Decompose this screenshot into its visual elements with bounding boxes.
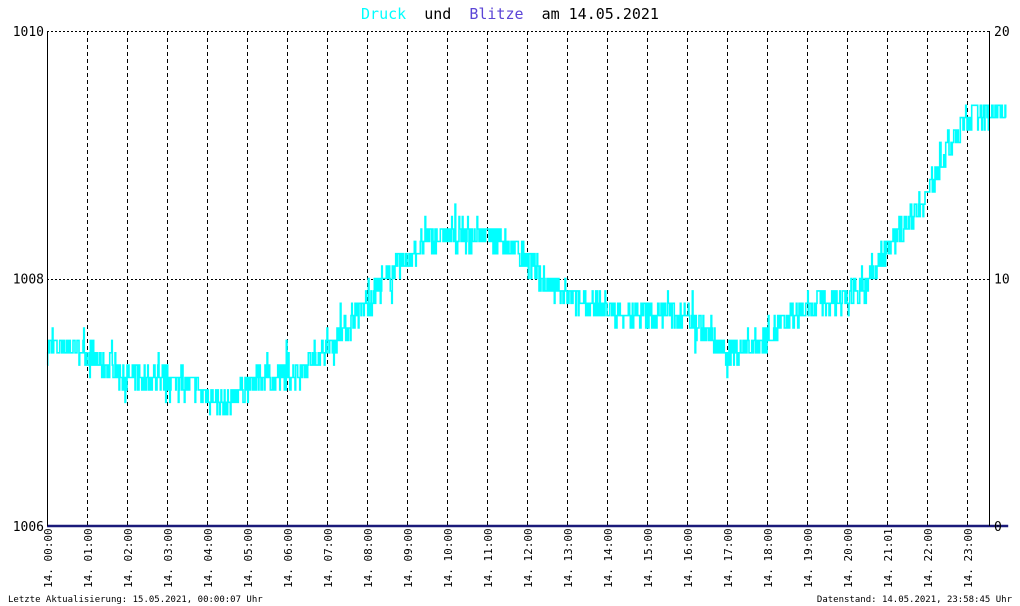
y-right-tick-label: 10: [994, 273, 1010, 288]
series-druck-line: [46, 104, 1007, 416]
x-tick-label: 14. 16:00: [682, 528, 695, 588]
x-tick-label: 14. 14:00: [602, 528, 615, 588]
title-druck: Druck: [361, 5, 406, 23]
x-tick-label: 14. 23:00: [962, 528, 975, 588]
x-tick-label: 14. 00:00: [42, 528, 55, 588]
footer-data-status: Datenstand: 14.05.2021, 23:58:45 Uhr: [817, 595, 1013, 605]
x-tick-label: 14. 22:00: [922, 528, 935, 588]
x-tick-label: 14. 12:00: [522, 528, 535, 588]
x-tick-label: 14. 18:00: [762, 528, 775, 588]
x-tick-label: 14. 20:00: [842, 528, 855, 588]
x-tick-label: 14. 01:00: [82, 528, 95, 588]
footer-last-update: Letzte Aktualisierung: 15.05.2021, 00:00…: [8, 595, 263, 605]
x-tick-label: 14. 13:00: [562, 528, 575, 588]
x-tick-label: 14. 09:00: [402, 528, 415, 588]
x-tick-label: 14. 06:00: [282, 528, 295, 588]
x-tick-label: 14. 19:00: [802, 528, 815, 588]
x-tick-label: 14. 15:00: [642, 528, 655, 588]
tick-labels: 1006 1008 1010 0 10 20 14. 00:00 14. 01:00 14. 0…: [13, 25, 1010, 588]
x-tick-label: 14. 07:00: [322, 528, 335, 588]
x-tick-label: 14. 04:00: [202, 528, 215, 588]
chart-title: Druck und Blitze am 14.05.2021: [361, 5, 659, 23]
x-tick-label: 14. 08:00: [362, 528, 375, 588]
x-tick-label: 14. 21:01: [882, 528, 895, 588]
x-tick-label: 14. 11:00: [482, 528, 495, 588]
y-left-tick-label: 1006: [13, 520, 44, 535]
x-tick-label: 14. 10:00: [442, 528, 455, 588]
x-tick-label: 14. 17:00: [722, 528, 735, 588]
y-right-tick-label: 0: [994, 520, 1002, 535]
x-tick-label: 14. 03:00: [162, 528, 175, 588]
title-date: am 14.05.2021: [542, 5, 659, 23]
x-tick-label: 14. 02:00: [122, 528, 135, 588]
y-right-tick-label: 20: [994, 25, 1010, 40]
x-tick-label: 14. 05:00: [242, 528, 255, 588]
y-left-tick-label: 1008: [13, 273, 44, 288]
series-layer: [46, 104, 1009, 528]
title-blitze: Blitze: [469, 5, 523, 23]
axes: [47, 31, 990, 526]
y-left-tick-label: 1010: [13, 25, 44, 40]
title-und: und: [424, 5, 451, 23]
